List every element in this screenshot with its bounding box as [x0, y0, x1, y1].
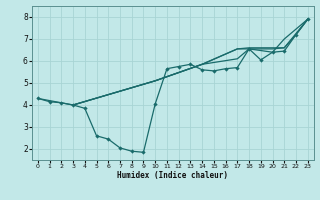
X-axis label: Humidex (Indice chaleur): Humidex (Indice chaleur) [117, 171, 228, 180]
